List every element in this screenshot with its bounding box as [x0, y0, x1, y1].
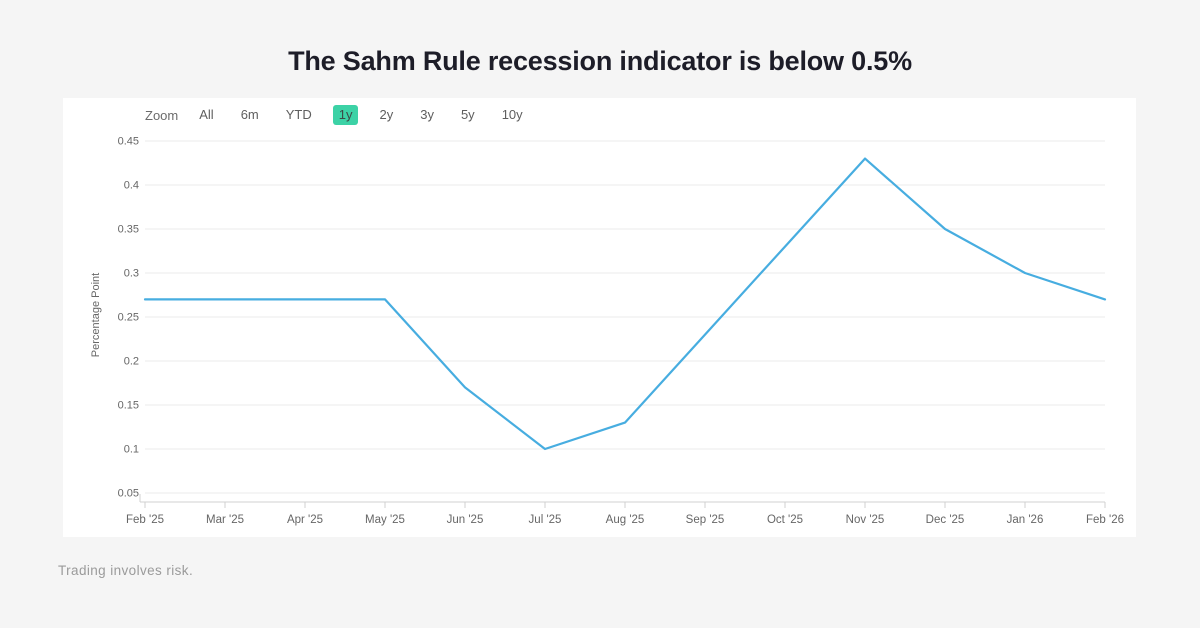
y-tick-label: 0.05 — [118, 488, 139, 500]
zoom-range-buttons: All 6m YTD 1y 2y 3y 5y 10y — [193, 105, 528, 125]
x-tick-label: Mar '25 — [206, 514, 244, 526]
x-tick-label: Nov '25 — [846, 514, 885, 526]
chart-panel: Zoom All 6m YTD 1y 2y 3y 5y 10y 0.05 0.1 0.15 0.2 0… — [63, 98, 1136, 537]
page-title: The Sahm Rule recession indicator is bel… — [288, 46, 912, 76]
zoom-button-6m[interactable]: 6m — [240, 107, 259, 122]
zoom-button-3y[interactable]: 3y — [420, 107, 434, 122]
y-tick-label: 0.4 — [124, 180, 139, 192]
x-tick-label: Apr '25 — [287, 514, 323, 526]
zoom-toolbar-label: Zoom — [145, 107, 179, 123]
y-tick-label: 0.15 — [118, 400, 139, 412]
x-tick-label: Sep '25 — [686, 514, 725, 526]
x-tick-label: Dec '25 — [926, 514, 965, 526]
zoom-button-1y[interactable]: 1y — [332, 105, 359, 125]
zoom-button-2y[interactable]: 2y — [379, 107, 394, 122]
x-tick-label: Aug '25 — [606, 514, 645, 526]
y-axis-title: Percentage Point — [90, 273, 102, 357]
zoom-button-10y[interactable]: 10y — [501, 107, 523, 122]
line-chart: 0.05 0.1 0.15 0.2 0.25 0.3 0.35 0.4 0.45 Percenta… — [90, 136, 1124, 527]
zoom-button-all[interactable]: All — [199, 107, 214, 122]
zoom-button-5y[interactable]: 5y — [460, 107, 475, 122]
y-tick-label: 0.2 — [124, 356, 139, 368]
x-tick-label: Jun '25 — [447, 514, 484, 526]
zoom-toolbar: Zoom All 6m YTD 1y 2y 3y 5y 10y — [145, 105, 529, 125]
x-tick-label: Feb '25 — [126, 514, 164, 526]
x-tick-label: Jan '26 — [1007, 514, 1044, 526]
x-tick-label: Feb '26 — [1086, 514, 1124, 526]
x-tick-label: Jul '25 — [529, 514, 562, 526]
y-tick-label: 0.45 — [118, 136, 139, 148]
y-tick-label: 0.3 — [124, 268, 139, 280]
y-tick-label: 0.25 — [118, 312, 139, 324]
footer-disclaimer: Trading involves risk. — [58, 563, 194, 578]
y-tick-label: 0.35 — [118, 224, 139, 236]
x-tick-label: May '25 — [365, 514, 405, 526]
series-line — [143, 157, 1107, 451]
y-tick-label: 0.1 — [124, 444, 139, 456]
x-tick-label: Oct '25 — [767, 514, 803, 526]
zoom-button-ytd[interactable]: YTD — [285, 107, 312, 122]
